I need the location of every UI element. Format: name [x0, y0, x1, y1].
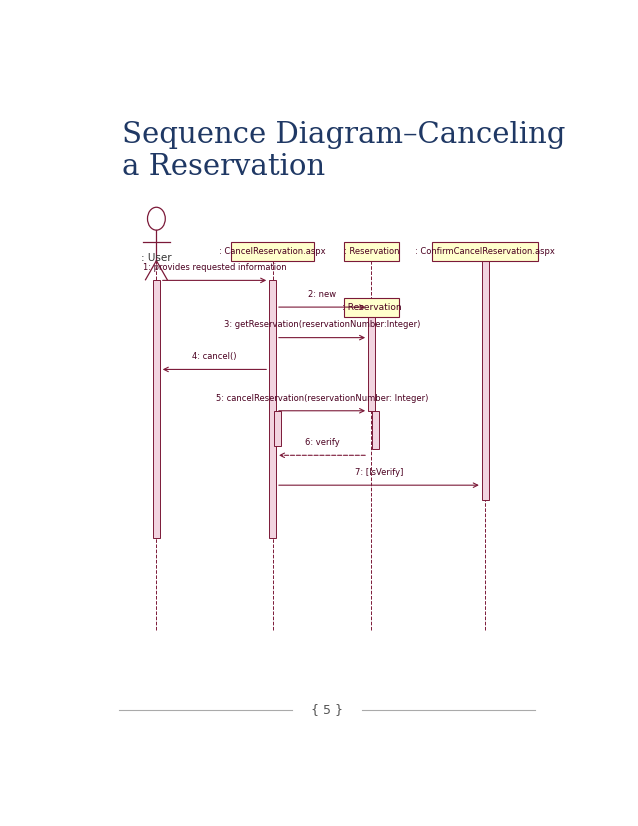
Bar: [345, 297, 399, 316]
Text: 5: cancelReservation(reservationNumber: Integer): 5: cancelReservation(reservationNumber: …: [216, 393, 428, 402]
Bar: [372, 411, 379, 449]
Bar: [368, 307, 375, 411]
Bar: [269, 280, 276, 538]
Bar: [432, 242, 538, 261]
Text: { 5 }: { 5 }: [311, 703, 343, 716]
Bar: [274, 411, 281, 446]
Text: : User: : User: [141, 253, 172, 263]
Text: 7: [IsVerify]: 7: [IsVerify]: [355, 468, 403, 477]
Text: : Reservation: : Reservation: [342, 302, 401, 311]
Bar: [345, 242, 399, 261]
Text: : Reservation: : Reservation: [344, 247, 399, 256]
Bar: [153, 280, 160, 538]
Bar: [231, 242, 314, 261]
Text: : ConfirmCancelReservation.aspx: : ConfirmCancelReservation.aspx: [415, 247, 555, 256]
Text: 2: new: 2: new: [308, 290, 336, 299]
Text: Sequence Diagram–Canceling: Sequence Diagram–Canceling: [122, 121, 565, 150]
Text: 4: cancel(): 4: cancel(): [192, 352, 237, 361]
Bar: [482, 252, 489, 500]
Text: a Reservation: a Reservation: [122, 153, 325, 181]
Text: 1: provides requested information: 1: provides requested information: [143, 263, 286, 272]
Text: 3: getReservation(reservationNumber:Integer): 3: getReservation(reservationNumber:Inte…: [224, 320, 420, 330]
Text: : CancelReservation.aspx: : CancelReservation.aspx: [219, 247, 326, 256]
Text: 6: verify: 6: verify: [305, 438, 339, 447]
